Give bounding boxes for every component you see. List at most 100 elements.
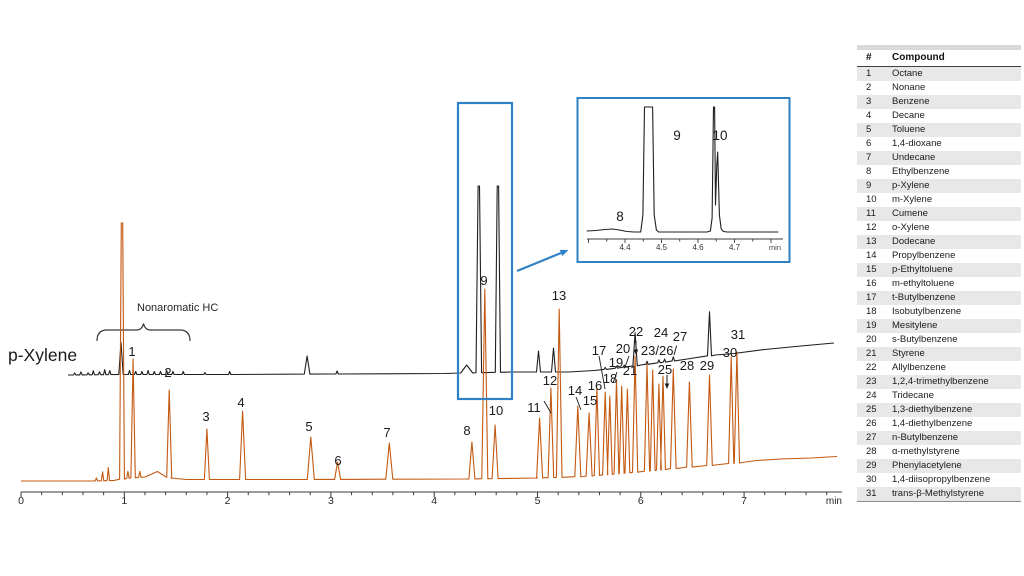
axis-tick-label: 5 — [535, 495, 541, 507]
compound-number: 8 — [866, 166, 872, 177]
axis-tick-label: 1 — [121, 495, 127, 507]
peak-label: 11 — [527, 400, 541, 415]
table-row: 2 Nonane — [857, 81, 1021, 95]
table-row: 10 m-Xylene — [857, 193, 1021, 207]
inset-axis-tick-label: 4.7 — [729, 243, 741, 252]
compound-number: 4 — [866, 110, 872, 121]
peak-label: 14 — [568, 383, 582, 398]
table-row: 14 Propylbenzene — [857, 249, 1021, 263]
peak-label: 5 — [305, 419, 312, 434]
compound-name: Octane — [892, 68, 923, 79]
table-row: 1 Octane — [857, 66, 1021, 81]
peak-label: 24 — [654, 325, 668, 340]
trace-label-p-xylene: p-Xylene — [8, 345, 77, 365]
peak-label: 8 — [463, 423, 470, 438]
table-row: 15 p-Ethyltoluene — [857, 263, 1021, 277]
zoom-region-box — [456, 101, 514, 401]
compound-number: 3 — [866, 96, 872, 107]
table-row: 4 Decane — [857, 109, 1021, 123]
compound-number: 22 — [866, 362, 877, 373]
table-row: 16 m-ethyltoluene — [857, 277, 1021, 291]
compound-number: 18 — [866, 306, 877, 317]
table-row: 12 o-Xylene — [857, 221, 1021, 235]
peak-label: 17 — [592, 343, 606, 358]
compound-name: p-Xylene — [892, 180, 930, 191]
table-row: 29 Phenylacetylene — [857, 459, 1021, 473]
table-row: 22 Allylbenzene — [857, 361, 1021, 375]
compound-name: Phenylacetylene — [892, 460, 962, 471]
black-trace — [67, 185, 835, 376]
compound-name: Tridecane — [892, 390, 934, 401]
peak-label: 28 — [680, 358, 694, 373]
table-top-strip — [857, 45, 1021, 50]
peak-leader-lines — [543, 341, 670, 414]
nonaromatic-hc-label: Nonaromatic HC — [137, 302, 218, 314]
compound-number: 23 — [866, 376, 877, 387]
inset-axis-tick-label: 4.6 — [692, 243, 704, 252]
inset-axis-tick-label: 4.4 — [619, 243, 631, 252]
table-row: 24 Tridecane — [857, 389, 1021, 403]
compound-name: 1,3-diethylbenzene — [892, 404, 973, 415]
compound-number: 1 — [866, 68, 872, 79]
compound-name: Styrene — [892, 348, 925, 359]
peak-label: 9 — [480, 273, 487, 288]
compound-name: n-Butylbenzene — [892, 432, 959, 443]
compound-number: 13 — [866, 236, 877, 247]
inset-x-axis-unit-label: min — [769, 243, 781, 252]
nonaromatic-brace — [96, 323, 191, 342]
axis-tick-label: 7 — [741, 495, 747, 507]
zoom-arrow-head — [559, 249, 569, 257]
inset-peak-label: 10 — [712, 128, 727, 143]
x-axis: 0 1 2 3 4 5 6 7 — [18, 491, 842, 507]
compound-name: Cumene — [892, 208, 928, 219]
peak-label: 19 — [609, 355, 623, 370]
compound-name: Toluene — [892, 124, 926, 135]
table-row: 5 Toluene — [857, 123, 1021, 137]
peak-label: 31 — [731, 327, 745, 342]
inset-peak-label: 8 — [616, 209, 624, 224]
table-row: 3 Benzene — [857, 95, 1021, 109]
axis-tick-label: 0 — [18, 495, 24, 507]
table-row: 21 Styrene — [857, 347, 1021, 361]
peak-label: 10 — [489, 403, 503, 418]
orange-trace — [21, 222, 838, 482]
compound-number: 9 — [866, 180, 872, 191]
peak-label: 25 — [658, 362, 672, 377]
table-row: 6 1,4-dioxane — [857, 137, 1021, 151]
compound-name: 1,2,4-trimethylbenzene — [892, 376, 989, 387]
compound-number: 15 — [866, 264, 877, 275]
table-row: 20 s-Butylbenzene — [857, 333, 1021, 347]
inset-x-axis: 4.4 4.5 4.6 4.7 — [587, 238, 783, 252]
compound-number: 6 — [866, 138, 872, 149]
down-arrow-head — [664, 383, 670, 389]
compound-name: Nonane — [892, 82, 926, 93]
peak-leader-line — [598, 355, 606, 390]
compound-name: Allylbenzene — [892, 362, 946, 373]
peak-label: 3 — [202, 409, 209, 424]
compound-name: Mesitylene — [892, 320, 938, 331]
peak-label: 21 — [623, 363, 637, 378]
table-row: 25 1,3-diethylbenzene — [857, 403, 1021, 417]
peak-label: 13 — [552, 288, 566, 303]
axis-tick-label: 6 — [638, 495, 644, 507]
table-row: 11 Cumene — [857, 207, 1021, 221]
compound-number: 19 — [866, 320, 877, 331]
compound-number: 14 — [866, 250, 877, 261]
col-header-number: # — [857, 50, 890, 67]
axis-tick-label: 2 — [225, 495, 231, 507]
axis-tick-label: 3 — [328, 495, 334, 507]
table-row: 30 1,4-diisopropylbenzene — [857, 473, 1021, 487]
compound-number: 2 — [866, 82, 872, 93]
peak-label: 4 — [237, 395, 244, 410]
table-header: # Compound — [857, 50, 1021, 67]
compound-name: Benzene — [892, 96, 930, 107]
peak-label: 20 — [616, 341, 630, 356]
compound-table: # Compound 1 Octane 2 Nonane 3 Benzene 4 Decane… — [857, 45, 1021, 502]
compound-name: Propylbenzene — [892, 250, 956, 261]
zoom-arrow — [516, 249, 569, 273]
table-row: 31 trans-β-Methylstyrene — [857, 487, 1021, 502]
table-row: 27 n-Butylbenzene — [857, 431, 1021, 445]
compound-number: 29 — [866, 460, 877, 471]
